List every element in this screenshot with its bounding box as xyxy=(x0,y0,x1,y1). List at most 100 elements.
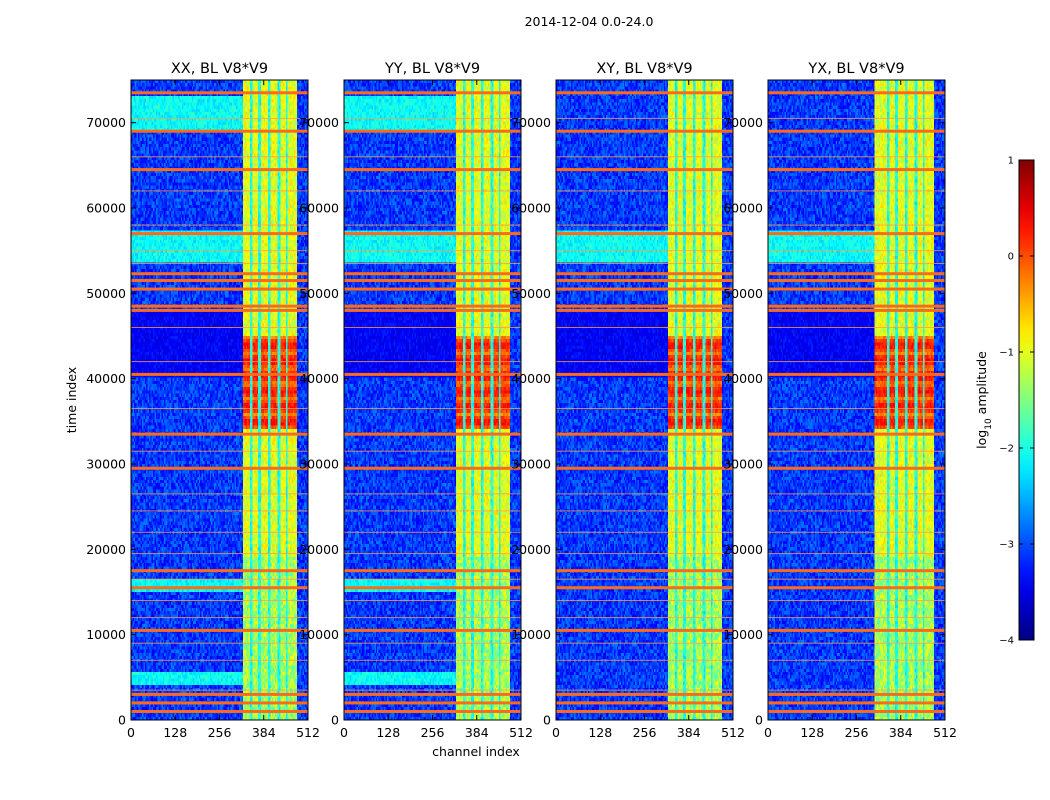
rfi-line-weak xyxy=(556,493,733,495)
x-tick-label: 256 xyxy=(208,725,232,740)
x-tick-label: 256 xyxy=(845,725,869,740)
rfi-line-strong xyxy=(131,272,308,276)
rfi-line-strong xyxy=(556,692,733,696)
y-tick-label: 30000 xyxy=(86,457,126,472)
rfi-line-weak xyxy=(556,689,733,691)
rfi-line-weak xyxy=(556,450,733,452)
figure-title: 2014-12-04 0.0-24.0 xyxy=(525,14,654,29)
rfi-line-weak xyxy=(344,689,521,691)
y-tick-label: 30000 xyxy=(723,457,763,472)
rfi-line-weak xyxy=(131,262,308,264)
y-tick-label: 70000 xyxy=(299,115,339,130)
x-tick-label: 512 xyxy=(933,725,957,740)
rfi-line-weak xyxy=(131,450,308,452)
rfi-line-weak xyxy=(768,659,945,661)
rfi-line-strong xyxy=(768,232,945,236)
rfi-line-strong xyxy=(344,586,521,590)
y-tick-label: 70000 xyxy=(511,115,551,130)
rfi-line-weak xyxy=(131,156,308,158)
rfi-line-weak xyxy=(768,689,945,691)
rfi-line-strong xyxy=(344,308,521,312)
panels-group: XX, BL V8*V9 0 128 256 384 512 0 10000 20000 3000… xyxy=(86,61,957,740)
rfi-line-strong xyxy=(344,129,521,133)
rfi-line-weak xyxy=(556,224,733,226)
rfi-line-strong xyxy=(556,91,733,95)
rfi-line-strong xyxy=(556,628,733,632)
rfi-line-weak xyxy=(344,600,521,602)
rfi-line-weak xyxy=(344,493,521,495)
y-tick-label: 10000 xyxy=(299,627,339,642)
rfi-line-weak xyxy=(556,190,733,192)
rfi-line-weak xyxy=(556,659,733,661)
colorbar-bar xyxy=(1018,159,1035,641)
rfi-line-strong xyxy=(768,129,945,133)
y-tick-label: 50000 xyxy=(723,286,763,301)
rfi-line-strong xyxy=(344,432,521,436)
x-tick-label: 0 xyxy=(764,725,772,740)
rfi-line-strong xyxy=(344,466,521,470)
x-tick-label: 128 xyxy=(376,725,400,740)
rfi-line-strong xyxy=(556,272,733,276)
y-tick-label: 40000 xyxy=(299,371,339,386)
rfi-line-strong xyxy=(556,709,733,713)
rfi-line-strong xyxy=(556,279,733,283)
rfi-line-weak xyxy=(556,262,733,264)
rfi-line-strong xyxy=(131,432,308,436)
rfi-line-strong xyxy=(556,232,733,236)
heatmap-image xyxy=(131,80,308,720)
rfi-line-strong xyxy=(768,304,945,308)
rfi-line-strong xyxy=(768,308,945,312)
rfi-line-strong xyxy=(344,287,521,291)
rfi-line-weak xyxy=(344,250,521,252)
y-tick-label: 50000 xyxy=(511,286,551,301)
panel-xx: XX, BL V8*V9 0 128 256 384 512 0 10000 20000 3000… xyxy=(86,61,320,740)
rfi-line-weak xyxy=(344,553,521,555)
rfi-line-strong xyxy=(131,372,308,376)
rfi-line-strong xyxy=(344,232,521,236)
rfi-line-strong xyxy=(131,628,308,632)
rfi-line-weak xyxy=(556,510,733,512)
rfi-line-weak xyxy=(131,617,308,619)
rfi-line-weak xyxy=(131,659,308,661)
rfi-line-weak xyxy=(344,450,521,452)
rfi-line-weak xyxy=(556,361,733,363)
rfi-line-weak xyxy=(131,600,308,602)
rfi-line-weak xyxy=(768,450,945,452)
rfi-line-weak xyxy=(768,578,945,580)
y-tick-label: 30000 xyxy=(299,457,339,472)
rfi-line-weak xyxy=(131,326,308,328)
rfi-line-weak xyxy=(768,117,945,119)
x-tick-label: 512 xyxy=(509,725,533,740)
rfi-line-weak xyxy=(768,617,945,619)
rfi-line-weak xyxy=(344,190,521,192)
rfi-line-weak xyxy=(556,408,733,410)
panel-title: YY, BL V8*V9 xyxy=(384,61,480,77)
rfi-line-weak xyxy=(344,117,521,119)
rfi-line-strong xyxy=(131,466,308,470)
rfi-line-weak xyxy=(131,361,308,363)
rfi-line-strong xyxy=(344,272,521,276)
x-tick-label: 384 xyxy=(889,725,913,740)
rfi-line-weak xyxy=(768,262,945,264)
panel-title: XY, BL V8*V9 xyxy=(596,61,692,77)
rfi-line-weak xyxy=(131,190,308,192)
y-tick-label: 60000 xyxy=(86,201,126,216)
x-tick-label: 0 xyxy=(127,725,135,740)
rfi-line-weak xyxy=(131,408,308,410)
rfi-line-weak xyxy=(344,578,521,580)
y-tick-label: 50000 xyxy=(299,286,339,301)
rfi-line-weak xyxy=(556,531,733,533)
rfi-line-strong xyxy=(131,308,308,312)
rfi-line-strong xyxy=(768,628,945,632)
x-tick-label: 512 xyxy=(296,725,320,740)
rfi-line-strong xyxy=(768,709,945,713)
rfi-line-weak xyxy=(131,224,308,226)
x-tick-label: 384 xyxy=(252,725,276,740)
rfi-line-strong xyxy=(556,308,733,312)
rfi-line-weak xyxy=(768,553,945,555)
x-tick-label: 128 xyxy=(163,725,187,740)
rfi-line-weak xyxy=(556,553,733,555)
x-tick-label: 384 xyxy=(677,725,701,740)
rfi-line-strong xyxy=(344,709,521,713)
